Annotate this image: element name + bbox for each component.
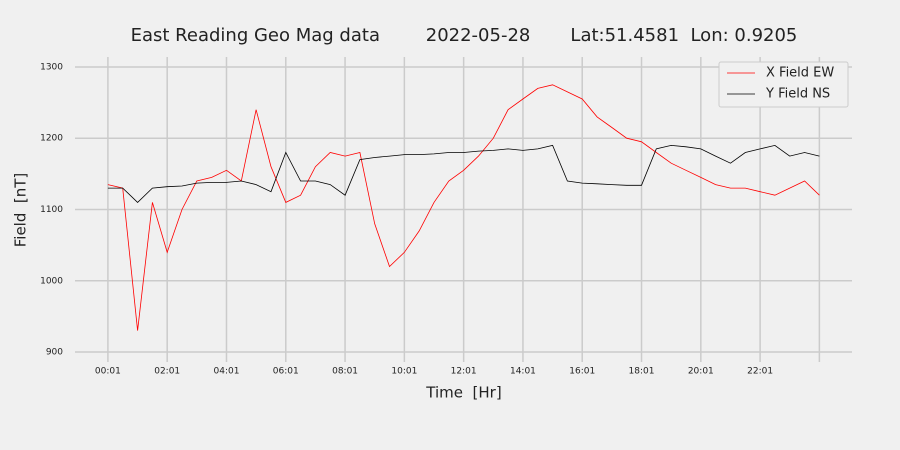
x-tick-label: 22:01 [747,367,773,377]
x-tick-label: 14:01 [510,367,536,377]
y-tick-label: 1300 [40,62,63,72]
legend-label: X Field EW [766,66,834,81]
x-tick-label: 08:01 [332,367,358,377]
x-tick-label: 12:01 [451,367,477,377]
y-tick-label: 900 [46,348,63,358]
x-tick-label: 00:01 [95,367,121,377]
series-line [107,144,820,203]
x-tick-label: 20:01 [688,367,714,377]
y-axis-label: Field [nT] [12,173,30,248]
y-tick-label: 1200 [40,134,63,144]
series-line [107,84,820,331]
chart-title: East Reading Geo Mag data 2022-05-28 Lat… [131,25,798,46]
x-tick-label: 06:01 [273,367,299,377]
x-tick-label: 10:01 [391,367,417,377]
legend-label: Y Field NS [765,87,830,102]
x-tick-label: 16:01 [569,367,595,377]
y-tick-label: 1100 [40,205,63,215]
x-tick-label: 02:01 [154,367,180,377]
x-tick-label: 04:01 [214,367,240,377]
x-tick-label: 18:01 [629,367,655,377]
x-axis-label: Time [Hr] [425,384,501,402]
y-tick-label: 1000 [40,276,63,286]
